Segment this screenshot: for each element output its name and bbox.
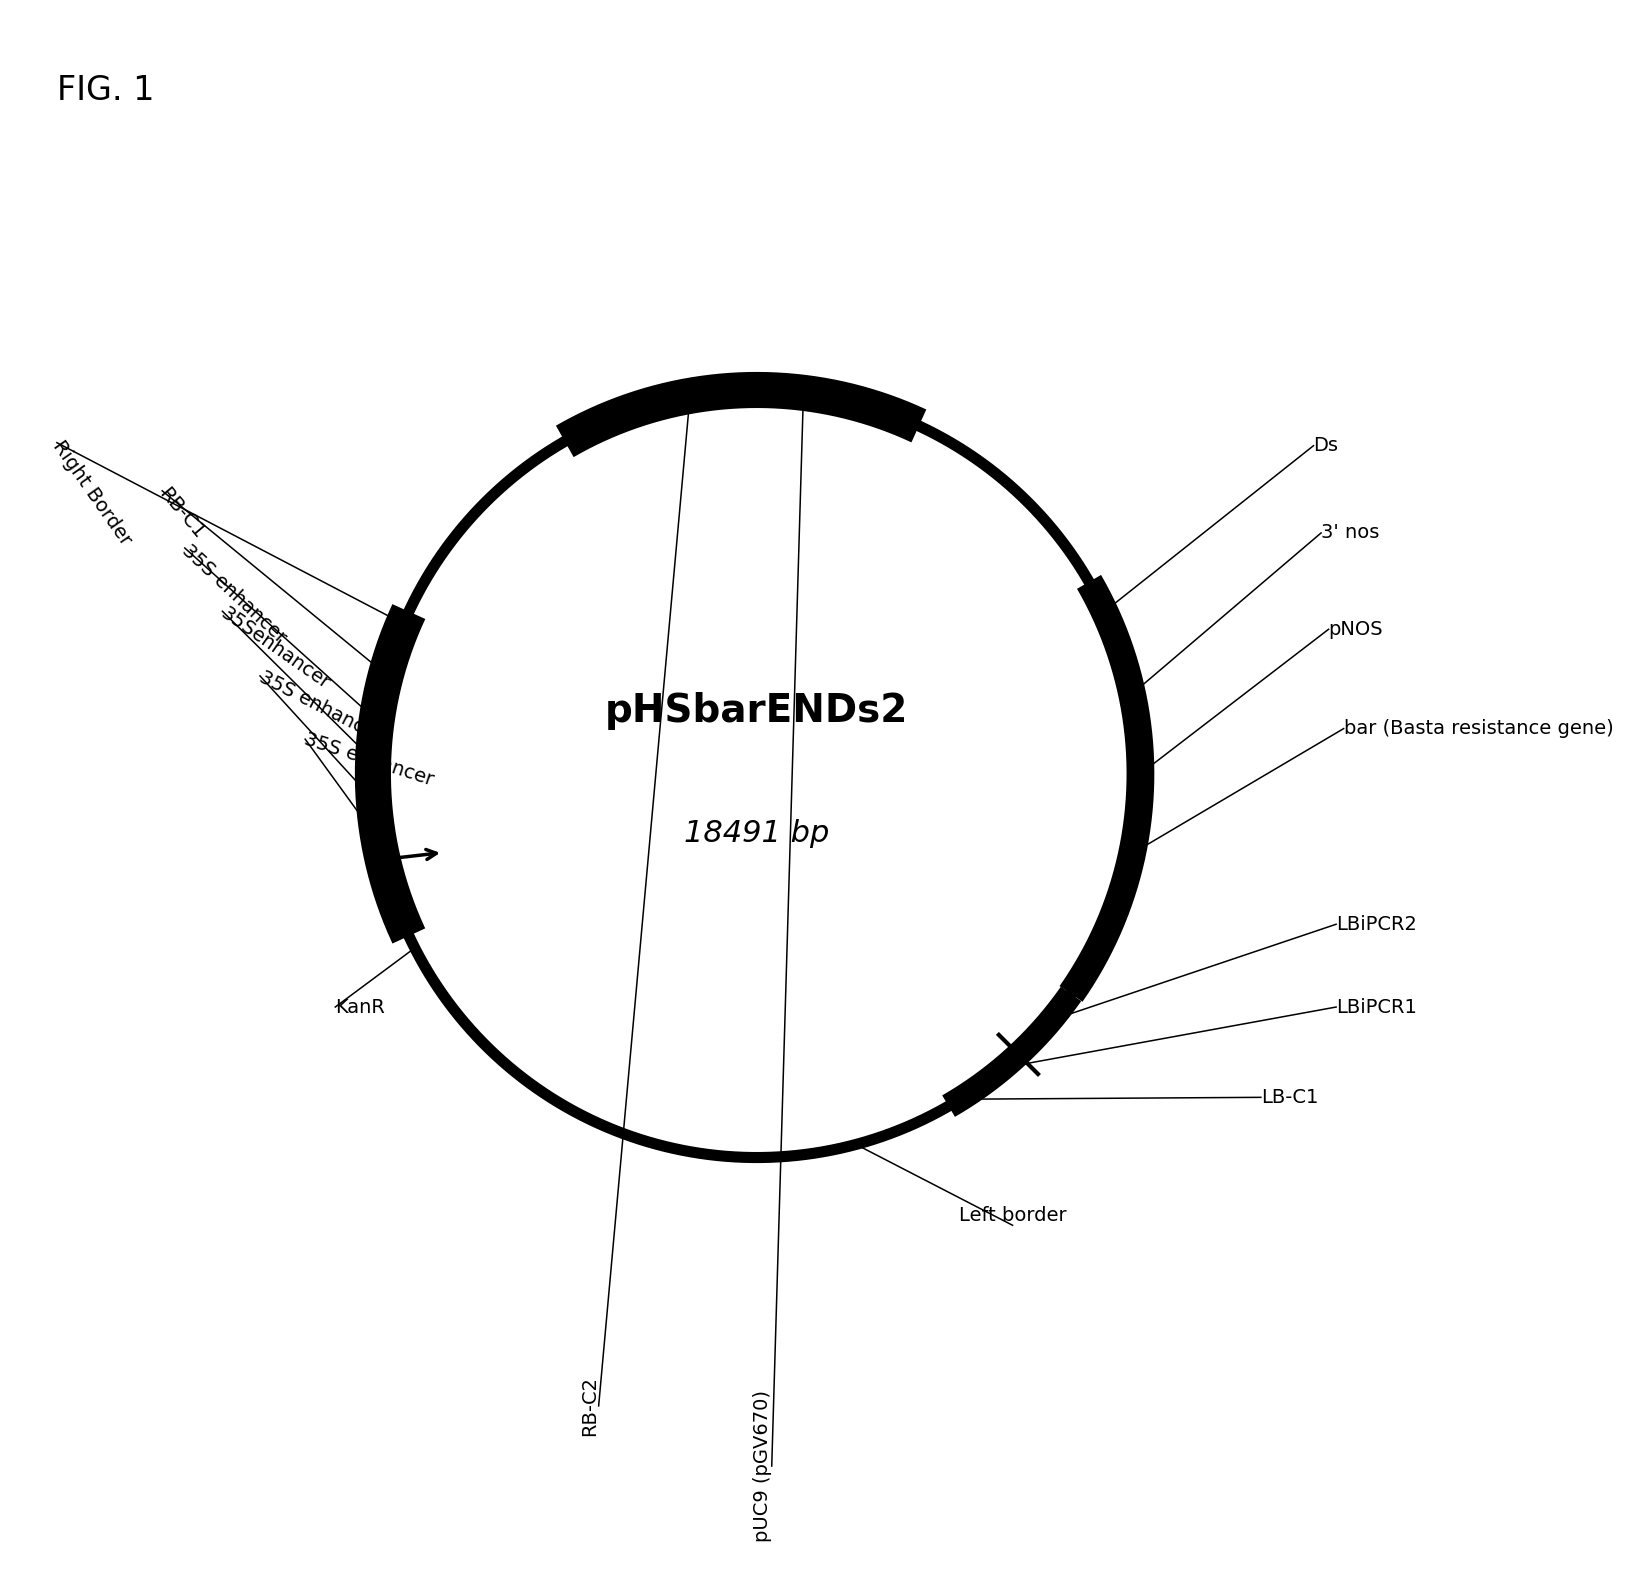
Text: Right Border: Right Border [49,438,135,550]
Text: 35S enhancer: 35S enhancer [302,731,436,791]
Text: LBiPCR2: LBiPCR2 [1337,915,1416,934]
Text: pHSbarENDs2: pHSbarENDs2 [605,691,909,729]
Text: KanR: KanR [335,997,385,1016]
Text: RB-C2: RB-C2 [579,1377,598,1436]
Text: RB-C1: RB-C1 [154,485,208,543]
Text: 35S enhancer: 35S enhancer [255,668,385,745]
Text: 35S enhancer: 35S enhancer [179,542,289,647]
Text: 18491 bp: 18491 bp [685,819,829,849]
Text: pNOS: pNOS [1328,621,1384,639]
Text: 35Senhancer: 35Senhancer [216,603,333,693]
Text: 3' nos: 3' nos [1320,523,1379,542]
Text: pUC9 (pGV670): pUC9 (pGV670) [753,1391,772,1542]
Text: FIG. 1: FIG. 1 [57,74,154,107]
Text: Ds: Ds [1314,436,1338,455]
Text: Left border: Left border [959,1206,1067,1225]
Text: LBiPCR1: LBiPCR1 [1337,997,1416,1016]
Text: LB-C1: LB-C1 [1260,1088,1319,1107]
Text: bar (Basta resistance gene): bar (Basta resistance gene) [1343,720,1613,739]
